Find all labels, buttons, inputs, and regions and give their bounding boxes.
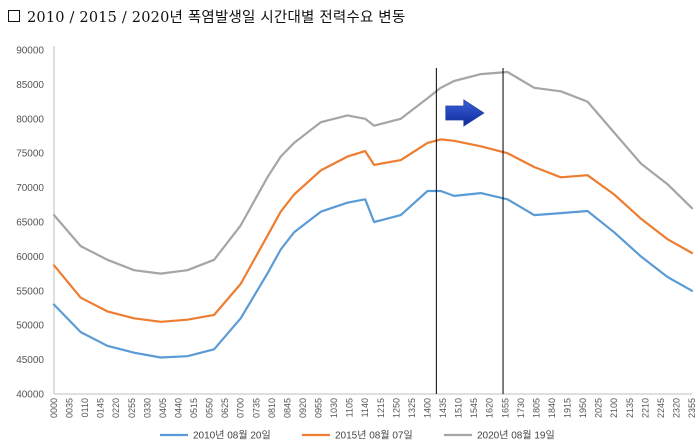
x-tick-label: 1545 [469,398,479,418]
y-tick-label: 65000 [16,218,44,229]
y-tick-label: 70000 [16,183,44,194]
x-tick-label: 1915 [563,398,573,418]
series-lines [52,70,694,359]
x-tick-label: 0515 [189,398,199,418]
x-tick-label: 1510 [454,398,464,418]
x-tick-label: 1435 [438,398,448,418]
x-tick-label: 2210 [640,398,650,418]
x-tick-label: 0035 [65,398,75,418]
x-tick-label: 1730 [516,398,526,418]
x-tick-label: 2245 [656,398,666,418]
x-tick-label: 1140 [360,398,370,417]
series-line-2 [52,138,694,323]
y-tick-label: 40000 [16,390,44,401]
series-line-3 [52,70,694,275]
x-tick-label: 2100 [609,398,619,418]
y-tick-label: 55000 [16,286,44,297]
x-tick-label: 0000 [49,398,59,418]
x-tick-label: 1105 [345,398,355,417]
x-tick-label: 0845 [282,398,292,418]
x-tick-label: 1400 [422,398,432,418]
x-tick-label: 1840 [547,398,557,418]
x-tick-label: 1655 [500,398,510,418]
x-tick-label: 2320 [671,398,681,418]
x-tick-label: 2135 [625,398,635,418]
y-tick-label: 60000 [16,252,44,263]
chart-title-row: 2010 / 2015 / 2020년 폭염발생일 시간대별 전력수요 변동 [8,5,405,27]
x-axis-ticks: 0000 0035 0110 0145 0220 0255 0330 0405 0440 0515… [49,398,697,418]
x-tick-label: 0440 [173,398,183,418]
y-axis-ticks: 40000 45000 50000 55000 60000 65000 70000 75000… [16,46,44,401]
y-tick-label: 75000 [16,149,44,160]
y-tick-label: 85000 [16,80,44,91]
x-tick-label: 1215 [376,398,386,418]
x-tick-label: 1805 [531,398,541,418]
x-tick-label: 1325 [407,398,417,418]
y-tick-label: 50000 [16,321,44,332]
x-tick-label: 0255 [127,398,137,418]
x-tick-label: 1950 [578,398,588,418]
chart-title: 2010 / 2015 / 2020년 폭염발생일 시간대별 전력수요 변동 [27,9,406,26]
x-tick-label: 0700 [236,398,246,418]
series-line-1 [52,189,694,359]
legend-label-3: 2020년 08월 19일 [477,430,555,442]
x-tick-label: 0550 [205,398,215,418]
x-tick-label: 1250 [391,398,401,418]
y-tick-label: 80000 [16,114,44,125]
x-tick-label: 0735 [251,398,261,418]
legend-label-2: 2015년 08월 07일 [335,430,413,442]
x-tick-label: 0955 [314,398,324,418]
x-tick-label: 2025 [594,398,604,418]
x-tick-label: 2355 [687,398,697,418]
y-tick-label: 45000 [16,355,44,366]
legend: 2010년 08월 20일 2015년 08월 07일 2020년 08월 19일 [160,430,555,442]
x-tick-label: 1030 [329,398,339,418]
x-tick-label: 0405 [158,398,168,418]
right-arrow-icon [445,99,485,127]
x-tick-label: 0330 [142,398,152,418]
square-bullet-icon [8,10,20,22]
x-tick-label: 0625 [220,398,230,418]
x-tick-label: 0145 [96,398,106,418]
x-tick-label: 0810 [267,398,277,418]
y-tick-label: 90000 [16,46,44,57]
x-tick-label: 0920 [298,398,308,418]
vertical-marker-lines [435,68,504,394]
legend-label-1: 2010년 08월 20일 [193,430,271,442]
x-tick-label: 0110 [80,398,90,417]
x-tick-label: 0220 [111,398,121,418]
x-tick-label: 1620 [485,398,495,418]
